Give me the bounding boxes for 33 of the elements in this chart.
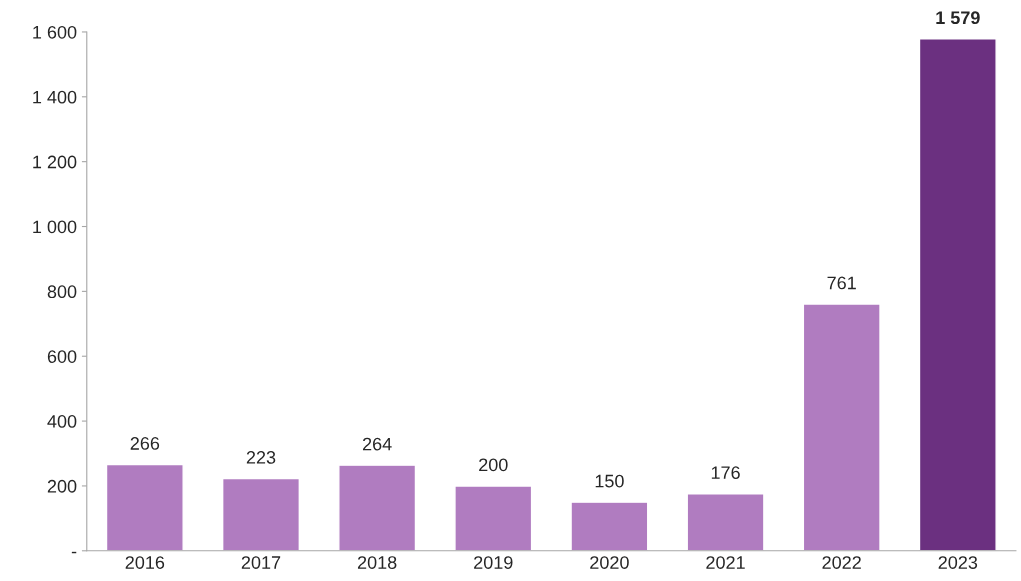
data-label: 223 [246,451,276,464]
data-label: 150 [595,474,624,488]
data-label: 266 [130,437,160,450]
y-tick-label: 1 000 [33,220,77,234]
bar [802,303,881,551]
y-tick-label: 600 [47,350,77,363]
x-tick-label: 2016 [125,556,165,569]
y-tick-label: 1 600 [33,25,77,39]
y-tick-label: 1 400 [33,90,77,104]
x-tick-label: 2017 [241,556,281,569]
bar [570,501,649,551]
y-tick-label: 400 [47,415,77,428]
x-tick-label: 2021 [706,556,745,569]
y-tick-label: 800 [47,285,77,299]
bar [221,477,301,551]
data-label: 264 [362,437,392,451]
bar [338,464,417,551]
y-tick-label: - [71,551,77,554]
bar [686,493,765,551]
data-label: 1 579 [936,11,980,25]
bar [105,463,184,551]
bar [918,38,997,551]
data-label: 761 [827,276,856,290]
data-label: 176 [711,466,740,480]
x-tick-label: 2019 [474,556,513,569]
data-label: 200 [479,458,508,472]
bar [454,485,533,551]
x-tick-label: 2022 [822,556,861,569]
x-tick-label: 2018 [357,556,397,569]
x-tick-label: 2023 [938,556,978,569]
x-tick-label: 2020 [590,556,629,569]
y-tick-label: 200 [47,479,77,493]
y-tick-label: 1 200 [33,155,77,169]
